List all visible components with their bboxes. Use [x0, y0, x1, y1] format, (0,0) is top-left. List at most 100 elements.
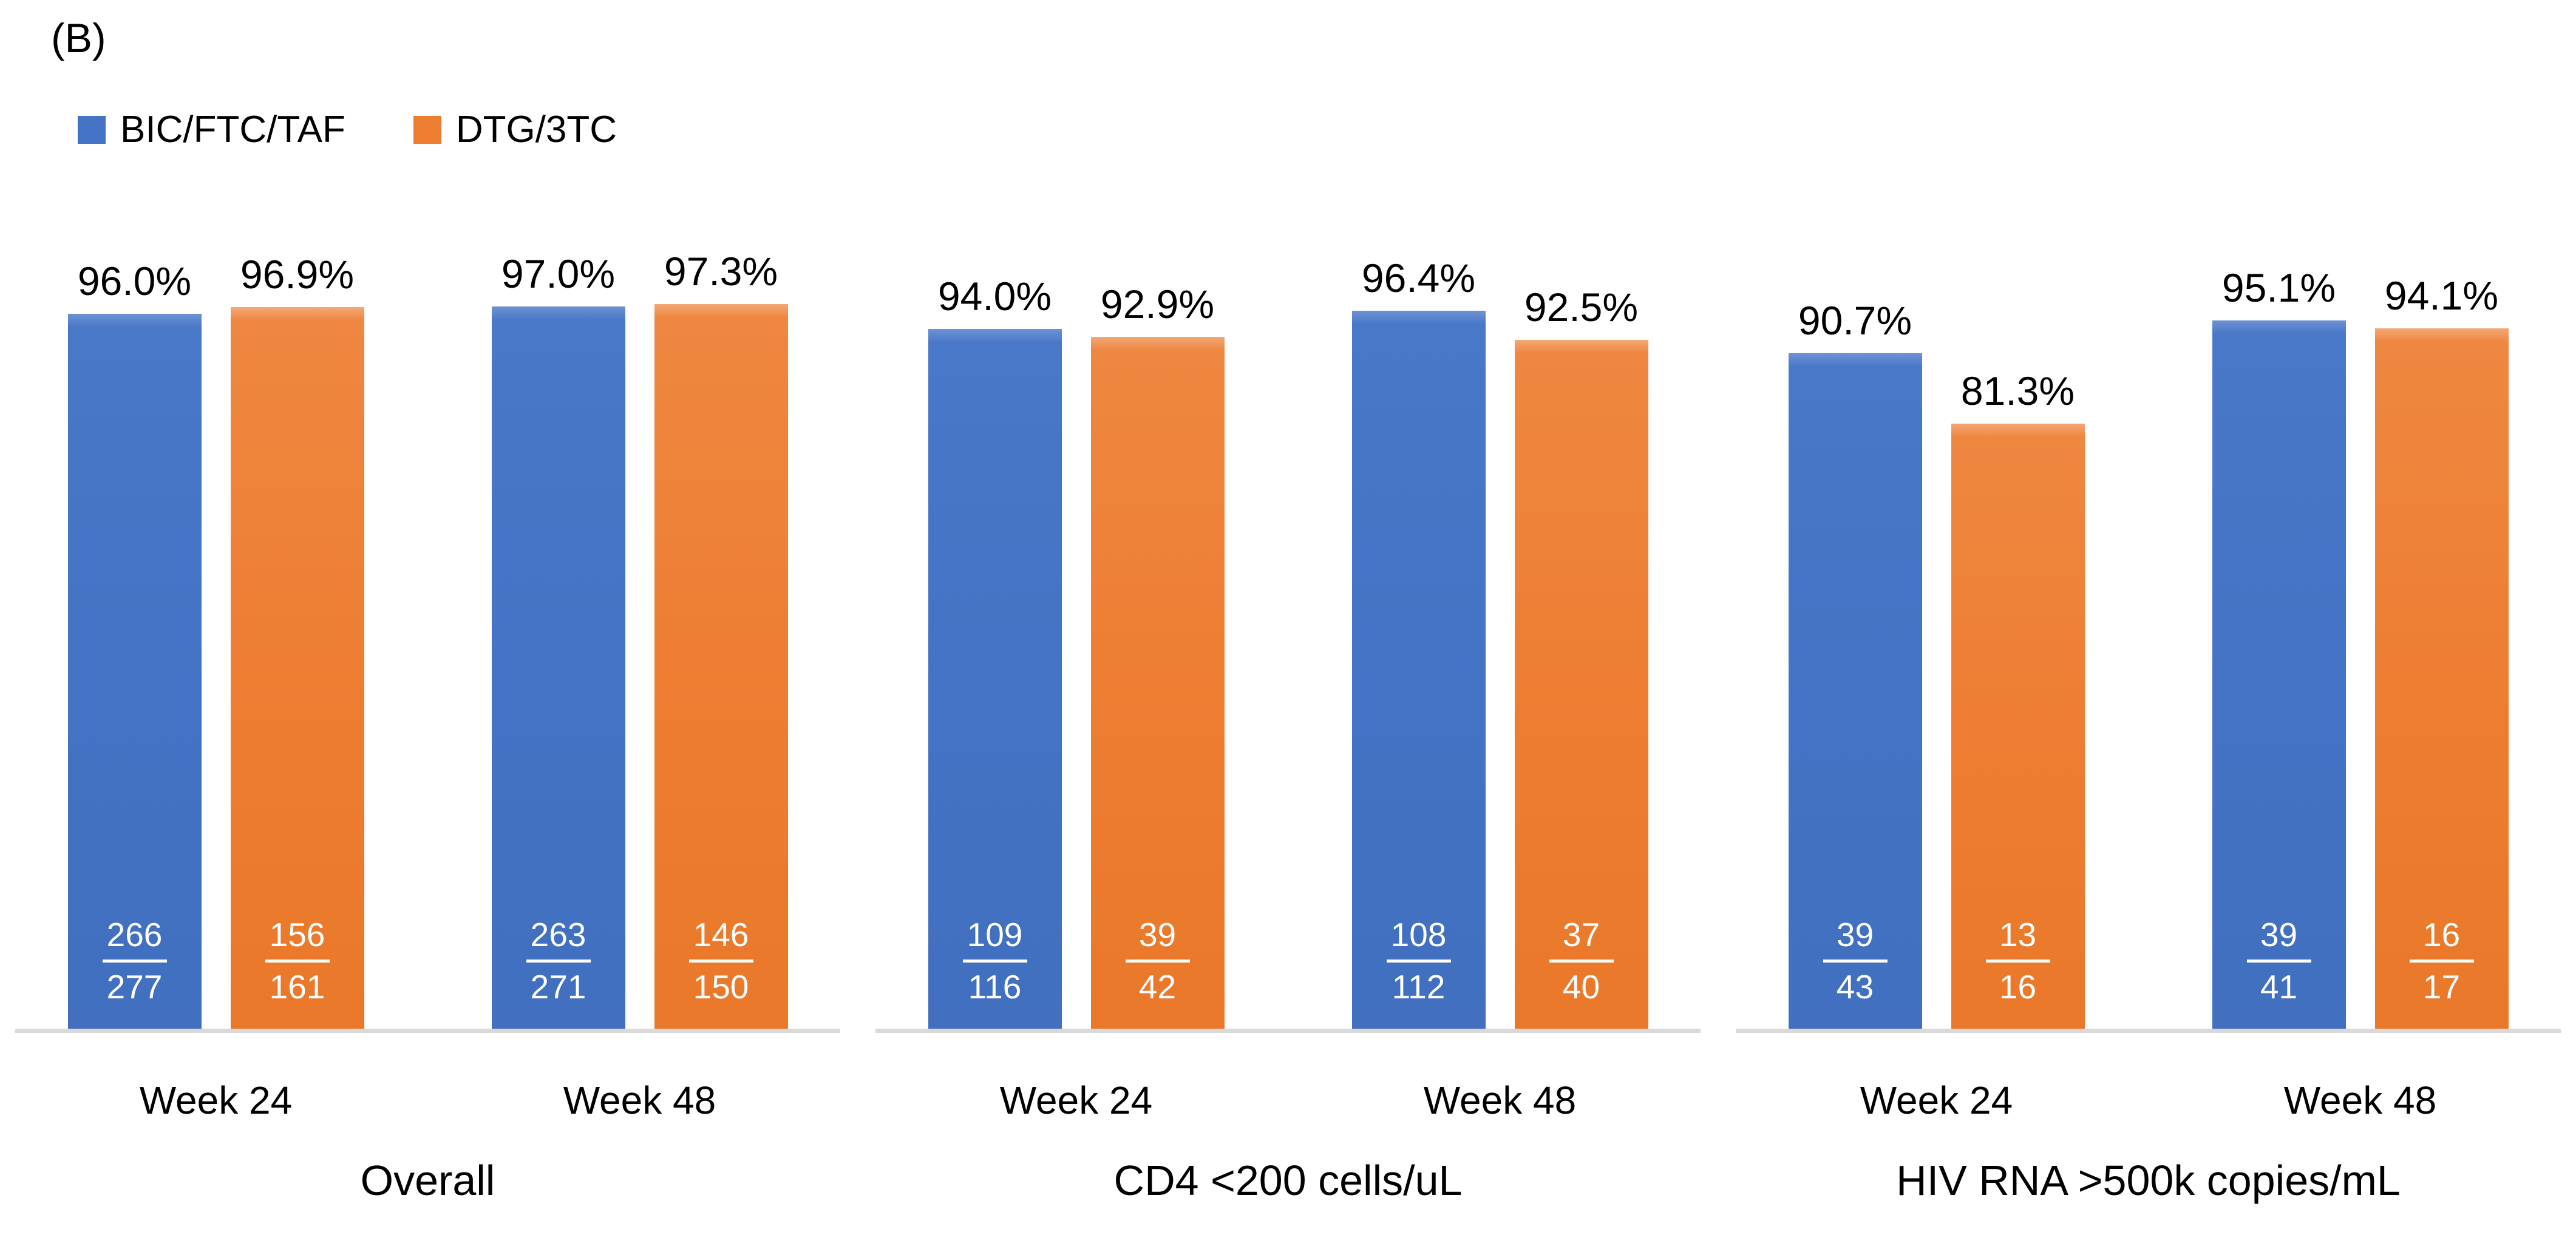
- fraction-divider: [1823, 960, 1888, 963]
- subgroup-panel: Week 24 96.0% 266 277 96.9% 156 161 Week…: [15, 0, 840, 1249]
- bar-clusters: Week 24 94.0% 109 116 92.9% 39 42 Week 4…: [875, 0, 1701, 1122]
- fraction-denominator: 116: [968, 968, 1022, 1006]
- bar-fraction-label: 109 116: [928, 915, 1062, 1006]
- fraction-numerator: 39: [1138, 915, 1177, 953]
- fraction-numerator: 263: [530, 915, 586, 953]
- fraction-numerator: 39: [2260, 915, 2298, 953]
- bar-with-labels: 95.1% 39 41: [2212, 265, 2346, 1031]
- fraction-divider: [688, 960, 753, 963]
- fraction-numerator: 108: [1390, 915, 1447, 953]
- fraction-numerator: 16: [2422, 915, 2461, 953]
- chart-panels: Week 24 96.0% 266 277 96.9% 156 161 Week…: [15, 0, 2561, 1249]
- fraction-divider: [265, 960, 330, 963]
- fraction-denominator: 112: [1392, 968, 1446, 1006]
- bar-with-labels: 97.0% 263 271: [491, 251, 625, 1031]
- x-axis-line: [1736, 1029, 2561, 1033]
- bar: 39 43: [1788, 353, 1922, 1031]
- fraction-divider: [1386, 960, 1451, 963]
- bar: 109 116: [928, 329, 1062, 1031]
- legend-item-bic-ftc-taf: BIC/FTC/TAF: [78, 108, 345, 151]
- x-axis-line: [15, 1029, 840, 1033]
- legend-item-dtg-3tc: DTG/3TC: [413, 108, 617, 151]
- bar-value-label: 97.3%: [664, 249, 778, 294]
- legend-swatch-blue-icon: [78, 115, 106, 144]
- bar-value-label: 95.1%: [2221, 265, 2336, 310]
- fraction-denominator: 41: [2260, 968, 2298, 1006]
- bar: 266 277: [67, 314, 202, 1031]
- bar-fraction-label: 37 40: [1515, 915, 1648, 1006]
- fraction-divider: [2246, 960, 2311, 963]
- fraction-denominator: 43: [1836, 968, 1874, 1006]
- fraction-denominator: 277: [106, 968, 163, 1006]
- fraction-denominator: 150: [693, 968, 749, 1006]
- bar-with-labels: 92.9% 39 42: [1090, 282, 1225, 1031]
- fraction-numerator: 156: [269, 915, 325, 953]
- subgroup-label: HIV RNA >500k copies/mL: [1896, 1157, 2401, 1204]
- bar: 37 40: [1514, 340, 1648, 1031]
- week-cluster: Week 48 97.0% 263 271 97.3% 146 150: [491, 249, 788, 1122]
- legend-swatch-orange-icon: [413, 115, 441, 144]
- bar-fraction-label: 39 42: [1091, 915, 1225, 1006]
- bar-value-label: 94.0%: [937, 274, 1052, 319]
- bar-clusters: Week 24 90.7% 39 43 81.3% 13 16 Week 48 …: [1736, 0, 2561, 1122]
- fraction-divider: [102, 960, 167, 963]
- bar-fraction-label: 156 161: [231, 915, 364, 1006]
- subgroup-panel: Week 24 94.0% 109 116 92.9% 39 42 Week 4…: [875, 0, 1701, 1249]
- subgroup-label: Overall: [360, 1157, 495, 1204]
- week-tick-label: Week 24: [999, 1078, 1153, 1122]
- bar: 13 16: [1951, 424, 2085, 1031]
- bar: 39 42: [1090, 337, 1225, 1031]
- bar-with-labels: 90.7% 39 43: [1788, 298, 1922, 1031]
- bar-fraction-label: 13 16: [1951, 915, 2085, 1006]
- bar-with-labels: 92.5% 37 40: [1514, 285, 1648, 1031]
- bar-with-labels: 81.3% 13 16: [1951, 368, 2085, 1031]
- bar-fraction-label: 146 150: [654, 915, 788, 1006]
- bar-fraction-label: 16 17: [2375, 915, 2509, 1006]
- fraction-numerator: 13: [1999, 915, 2037, 953]
- bar-value-label: 96.4%: [1361, 256, 1476, 300]
- legend-label: DTG/3TC: [455, 109, 617, 151]
- bar: 156 161: [230, 307, 364, 1031]
- bar-fraction-label: 39 43: [1789, 917, 1922, 1006]
- fraction-denominator: 42: [1138, 968, 1177, 1006]
- bar: 263 271: [491, 306, 625, 1031]
- fraction-divider: [1985, 960, 2050, 963]
- week-cluster: Week 24 96.0% 266 277 96.9% 156 161: [67, 252, 364, 1122]
- bar-value-label: 96.9%: [240, 252, 355, 297]
- bar-value-label: 97.0%: [501, 251, 616, 296]
- bar-value-label: 92.9%: [1100, 282, 1215, 327]
- bar-value-label: 96.0%: [77, 259, 192, 303]
- week-cluster: Week 48 95.1% 39 41 94.1% 16 17: [2212, 265, 2509, 1122]
- fraction-divider: [962, 960, 1027, 963]
- fraction-numerator: 109: [967, 915, 1023, 953]
- week-tick-label: Week 48: [2283, 1078, 2437, 1122]
- week-cluster: Week 48 96.4% 108 112 92.5% 37 40: [1351, 256, 1648, 1122]
- fraction-divider: [1549, 960, 1614, 963]
- fraction-denominator: 40: [1562, 968, 1600, 1006]
- bar: 39 41: [2212, 320, 2346, 1031]
- week-cluster: Week 24 90.7% 39 43 81.3% 13 16: [1788, 298, 2085, 1122]
- bar: 16 17: [2374, 328, 2509, 1031]
- bar-with-labels: 94.0% 109 116: [928, 274, 1062, 1031]
- fraction-numerator: 37: [1562, 915, 1600, 953]
- fraction-numerator: 146: [693, 915, 749, 953]
- bar-with-labels: 96.4% 108 112: [1351, 256, 1486, 1031]
- fraction-divider: [526, 960, 591, 963]
- week-tick-label: Week 24: [139, 1078, 293, 1122]
- bar-value-label: 81.3%: [1960, 368, 2075, 413]
- legend: BIC/FTC/TAF DTG/3TC: [78, 108, 617, 151]
- subgroup-panel: Week 24 90.7% 39 43 81.3% 13 16 Week 48 …: [1736, 0, 2561, 1249]
- bar-clusters: Week 24 96.0% 266 277 96.9% 156 161 Week…: [15, 0, 840, 1122]
- fraction-divider: [2409, 960, 2474, 963]
- fraction-denominator: 17: [2422, 968, 2461, 1006]
- bar-value-label: 90.7%: [1798, 298, 1912, 343]
- bar: 146 150: [654, 304, 788, 1031]
- bar-fraction-label: 263 271: [492, 915, 625, 1006]
- week-tick-label: Week 24: [1860, 1078, 2013, 1122]
- subgroup-label: CD4 <200 cells/uL: [1113, 1157, 1463, 1204]
- week-cluster: Week 24 94.0% 109 116 92.9% 39 42: [928, 274, 1225, 1122]
- fraction-denominator: 271: [530, 968, 586, 1006]
- legend-label: BIC/FTC/TAF: [120, 109, 345, 151]
- bar-fraction-label: 108 112: [1352, 915, 1486, 1006]
